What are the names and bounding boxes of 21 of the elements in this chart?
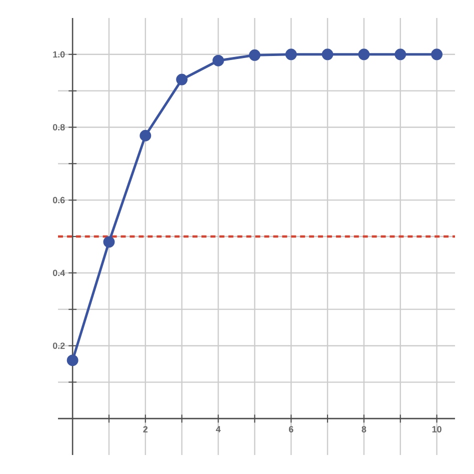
point (140, 130, 152, 142)
point (394, 48, 406, 60)
y-tick-label: 0.2 (52, 342, 65, 349)
point (322, 48, 334, 60)
point (103, 236, 115, 248)
x-tick-label: 2 (143, 426, 148, 432)
y-tick-label: 0.8 (52, 124, 65, 130)
x-tick-label: 8 (362, 426, 366, 432)
point (285, 48, 297, 60)
point (358, 48, 370, 60)
x-tick-label: 10 (432, 426, 442, 432)
x-tick-label: 6 (288, 426, 294, 432)
y-tick-label: 1.0 (53, 51, 65, 58)
point (66, 354, 78, 366)
point (431, 48, 443, 60)
y-tick-label: 0.4 (52, 270, 66, 276)
point (212, 54, 224, 66)
y-tick-label: 0.6 (52, 196, 65, 204)
x-tick-label: 4 (216, 426, 221, 432)
point (248, 49, 260, 61)
point (176, 74, 188, 86)
